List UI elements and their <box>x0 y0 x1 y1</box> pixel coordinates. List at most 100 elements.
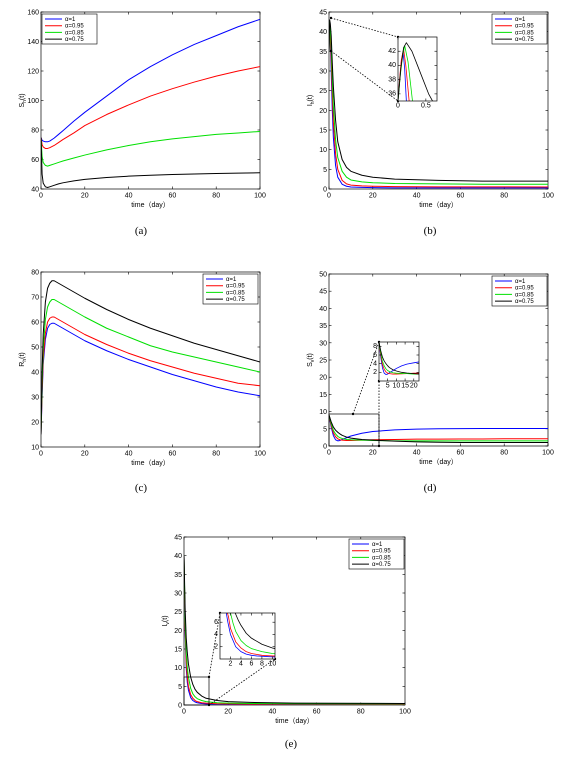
y-label-sub: v <box>165 622 171 625</box>
series-line <box>329 21 548 185</box>
legend-label: α=0.85 <box>515 292 534 298</box>
y-tick-label: 5 <box>323 167 327 174</box>
series-line <box>41 322 260 435</box>
series-line <box>226 613 275 657</box>
y-tick-label: 10 <box>319 147 327 154</box>
y-tick-label: 140 <box>27 39 39 46</box>
y-tick-label: 2 <box>214 643 218 650</box>
series-line <box>329 23 548 189</box>
y-tick-label: 120 <box>27 68 39 75</box>
series-line <box>41 18 260 143</box>
legend: α=1α=0.95α=0.85α=0.75 <box>202 273 259 305</box>
y-label-tail: (t) <box>19 93 26 100</box>
y-tick-label: 100 <box>27 98 39 105</box>
y-label-sub: h <box>310 101 316 104</box>
panel-caption: (b) <box>424 225 437 237</box>
legend-label: α=0.75 <box>515 37 534 43</box>
y-tick-label: 6 <box>214 619 218 626</box>
y-tick-label: 35 <box>319 323 327 330</box>
zoom-connector <box>330 17 399 38</box>
x-tick-label: 4 <box>239 661 243 668</box>
chart-panel-b: 0 20 40 60 80 100 0 5 10 15 20 25 30 35 40 45 time（day） I… <box>307 9 554 237</box>
y-tick-label: 45 <box>319 289 327 296</box>
series-line <box>329 414 548 444</box>
x-tick-label: 100 <box>399 709 411 716</box>
zoom-connector <box>352 341 380 415</box>
y-tick-label: 6 <box>373 352 377 359</box>
y-tick-label: 8 <box>373 343 377 350</box>
x-axis-label: time（day） <box>419 458 458 466</box>
chart-panel-c: 0 20 40 60 80 1001020304050607080time（day）Rh(… <box>19 269 266 494</box>
series-line <box>398 42 433 101</box>
y-tick-label: 42 <box>388 48 396 55</box>
zoom-anchor <box>377 444 381 448</box>
x-tick-label: 100 <box>254 193 266 200</box>
y-tick-label: 10 <box>174 665 182 672</box>
x-tick-label: 15 <box>401 383 409 390</box>
y-label-tail: (t) <box>162 615 169 622</box>
inset-frame <box>219 612 276 660</box>
panel-caption: (d) <box>424 482 437 494</box>
y-label-main: S <box>19 103 26 108</box>
x-tick-label: 80 <box>500 450 508 457</box>
legend-label: α=1 <box>515 17 526 23</box>
y-tick-label: 70 <box>31 294 39 301</box>
y-tick-label: 10 <box>319 409 327 416</box>
y-tick-label: 20 <box>31 419 39 426</box>
legend-label: α=0.95 <box>515 24 534 30</box>
y-tick-label: 40 <box>174 553 182 560</box>
plot-frame <box>40 271 261 448</box>
y-tick-label: 15 <box>174 646 182 653</box>
inset-chart: 0 0.5 36 38 40 42 <box>388 36 438 110</box>
chart-panel-d: 0 20 40 60 80 10005101520253035404550time（day… <box>307 271 554 494</box>
y-tick-label: 15 <box>319 392 327 399</box>
series-line <box>184 555 405 705</box>
x-tick-label: 0.5 <box>421 103 431 110</box>
y-label-main: I <box>162 625 169 627</box>
y-label-main: R <box>19 362 26 367</box>
series-line <box>41 316 260 435</box>
legend-label: α=0.85 <box>65 30 84 36</box>
x-tick-label: 80 <box>357 709 365 716</box>
y-tick-label: 45 <box>174 534 182 541</box>
legend: α=1α=0.95α=0.85α=0.75 <box>491 275 548 307</box>
y-tick-label: 35 <box>319 49 327 56</box>
series-line <box>379 342 419 375</box>
x-tick-label: 100 <box>254 451 266 458</box>
x-tick-label: 0 <box>182 709 186 716</box>
panel-caption: (a) <box>135 225 148 237</box>
y-tick-label: 5 <box>178 684 182 691</box>
y-tick-label: 160 <box>27 9 39 16</box>
y-tick-label: 80 <box>31 127 39 134</box>
y-tick-label: 50 <box>319 271 327 278</box>
legend-label: α=0.95 <box>226 284 245 290</box>
legend-label: α=1 <box>226 277 237 283</box>
y-label-tail: (t) <box>307 353 314 360</box>
legend-label: α=0.75 <box>515 299 534 305</box>
y-tick-label: 40 <box>319 29 327 36</box>
panel-caption: (e) <box>285 738 298 750</box>
legend-label: α=0.75 <box>372 562 391 568</box>
y-tick-label: 80 <box>31 269 39 276</box>
y-tick-label: 4 <box>373 360 377 367</box>
y-label-tail: (t) <box>307 95 314 102</box>
x-tick-label: 0 <box>327 450 331 457</box>
y-tick-label: 40 <box>31 369 39 376</box>
y-tick-label: 15 <box>319 127 327 134</box>
legend: α=1α=0.95α=0.85α=0.75 <box>491 13 548 45</box>
y-label-tail: (t) <box>19 352 26 359</box>
y-axis-label: Rh(t) <box>19 352 28 366</box>
zoom-anchor <box>329 16 333 20</box>
x-tick-label: 40 <box>269 709 277 716</box>
panel-caption: (c) <box>135 482 148 494</box>
y-tick-label: 30 <box>31 394 39 401</box>
series-line <box>329 23 548 188</box>
zoom-region <box>183 676 210 706</box>
y-tick-label: 0 <box>178 702 182 709</box>
series-line <box>329 414 548 441</box>
x-tick-label: 80 <box>212 193 220 200</box>
y-tick-label: 35 <box>174 572 182 579</box>
inset-background <box>379 342 419 381</box>
series-line <box>329 19 548 182</box>
